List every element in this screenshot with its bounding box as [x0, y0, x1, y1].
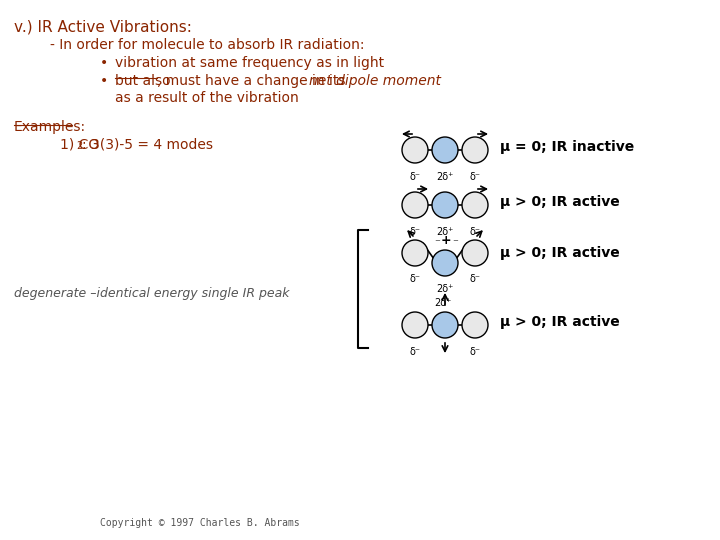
Text: δ⁻: δ⁻	[410, 227, 420, 237]
Text: v.) IR Active Vibrations:: v.) IR Active Vibrations:	[14, 20, 192, 35]
Text: but also: but also	[115, 74, 171, 88]
Circle shape	[432, 137, 458, 163]
Circle shape	[462, 312, 488, 338]
Circle shape	[402, 137, 428, 163]
Text: δ⁻: δ⁻	[410, 274, 420, 284]
Text: , must have a change in its: , must have a change in its	[157, 74, 350, 88]
Text: μ > 0; IR active: μ > 0; IR active	[500, 315, 620, 329]
Text: 2δ⁺: 2δ⁺	[436, 227, 454, 237]
Text: δ⁻: δ⁻	[469, 274, 480, 284]
Text: ⁻: ⁻	[452, 238, 458, 248]
Circle shape	[462, 137, 488, 163]
Text: δ⁻: δ⁻	[469, 347, 480, 357]
Circle shape	[402, 312, 428, 338]
Text: degenerate –identical energy single IR peak: degenerate –identical energy single IR p…	[14, 287, 289, 300]
Text: +: +	[441, 234, 451, 247]
Text: 2δ⁺: 2δ⁺	[434, 298, 451, 308]
Circle shape	[402, 240, 428, 266]
Text: μ = 0; IR inactive: μ = 0; IR inactive	[500, 140, 634, 154]
Text: Examples:: Examples:	[14, 120, 86, 134]
Text: δ⁻: δ⁻	[410, 172, 420, 182]
Text: vibration at same frequency as in light: vibration at same frequency as in light	[115, 56, 384, 70]
Text: •: •	[100, 56, 108, 70]
Text: : 3(3)-5 = 4 modes: : 3(3)-5 = 4 modes	[82, 138, 213, 152]
Text: ⁻: ⁻	[434, 238, 440, 248]
Text: Copyright © 1997 Charles B. Abrams: Copyright © 1997 Charles B. Abrams	[100, 518, 300, 528]
Text: δ⁻: δ⁻	[410, 347, 420, 357]
Circle shape	[432, 312, 458, 338]
Text: - In order for molecule to absorb IR radiation:: - In order for molecule to absorb IR rad…	[50, 38, 364, 52]
Circle shape	[432, 250, 458, 276]
Text: μ > 0; IR active: μ > 0; IR active	[500, 195, 620, 209]
Text: 2δ⁺: 2δ⁺	[436, 284, 454, 294]
Circle shape	[432, 192, 458, 218]
Circle shape	[462, 240, 488, 266]
Text: δ⁻: δ⁻	[469, 172, 480, 182]
Circle shape	[402, 192, 428, 218]
Circle shape	[462, 192, 488, 218]
Text: 2δ⁺: 2δ⁺	[436, 172, 454, 182]
Text: μ > 0; IR active: μ > 0; IR active	[500, 246, 620, 260]
Text: as a result of the vibration: as a result of the vibration	[115, 91, 299, 105]
Text: 1) CO: 1) CO	[60, 138, 99, 152]
Text: •: •	[100, 74, 108, 88]
Text: 2: 2	[76, 141, 82, 151]
Text: δ⁻: δ⁻	[469, 227, 480, 237]
Text: net dipole moment: net dipole moment	[309, 74, 441, 88]
